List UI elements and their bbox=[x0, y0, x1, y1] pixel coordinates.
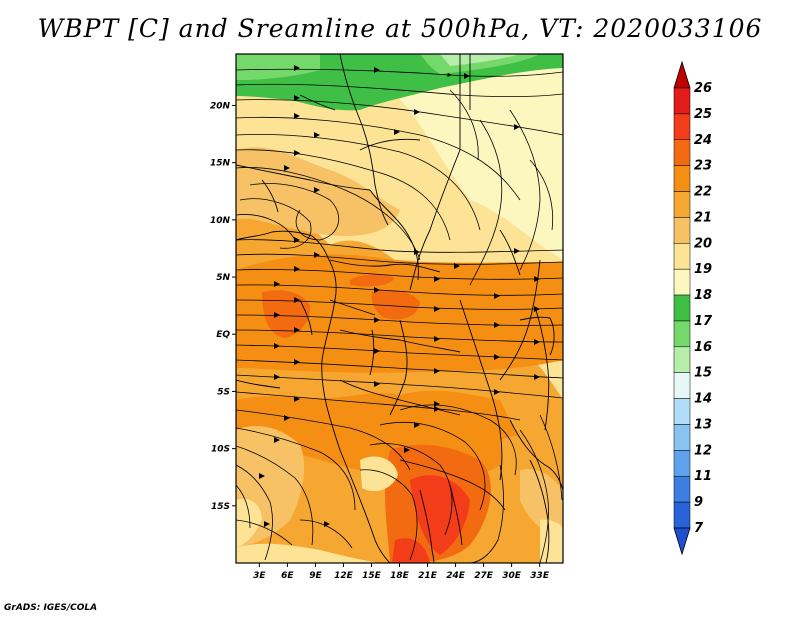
colorbar-swatch bbox=[673, 501, 691, 529]
colorbar-label: 20 bbox=[694, 236, 712, 251]
colorbar-label: 14 bbox=[694, 392, 712, 407]
x-tick-label: 30E bbox=[502, 571, 522, 581]
colorbar-label: 9 bbox=[694, 495, 703, 510]
colorbar-label: 15 bbox=[694, 366, 712, 381]
x-tick-label: 27E bbox=[474, 571, 494, 581]
colorbar-swatch bbox=[673, 113, 691, 141]
y-tick-label: 10S bbox=[211, 445, 230, 455]
colorbar-swatch bbox=[673, 191, 691, 218]
colorbar-label: 18 bbox=[694, 288, 712, 303]
colorbar-swatch bbox=[673, 346, 691, 373]
map-title: WBPT [C] and Sreamline at 500hPa, VT: 20… bbox=[37, 14, 763, 43]
y-tick-label: 10N bbox=[210, 216, 231, 226]
x-tick-label: 3E bbox=[253, 571, 266, 581]
colorbar-label: 12 bbox=[694, 443, 712, 458]
country-borders bbox=[236, 54, 563, 563]
colorbar-swatch bbox=[673, 87, 691, 115]
colorbar-swatch bbox=[673, 243, 691, 270]
x-tick-label: 21E bbox=[418, 571, 438, 581]
x-tick-label: 15E bbox=[362, 571, 382, 581]
y-tick-label: EQ bbox=[216, 330, 230, 340]
colorbar-swatch bbox=[673, 372, 691, 399]
colorbar-swatch bbox=[673, 450, 691, 477]
y-tick-label: 5N bbox=[216, 273, 230, 283]
colorbar-swatch bbox=[673, 320, 691, 348]
colorbar-swatch bbox=[673, 268, 691, 296]
x-tick-label: 33E bbox=[530, 571, 550, 581]
colorbar-label: 22 bbox=[694, 185, 712, 200]
colorbar-label: 25 bbox=[694, 107, 712, 122]
colorbar-swatch bbox=[673, 217, 691, 244]
x-tick-label: 6E bbox=[281, 571, 294, 581]
colorbar-swatch bbox=[673, 398, 691, 425]
colorbar-bottom-arrow bbox=[673, 527, 691, 556]
colorbar-swatch bbox=[673, 475, 691, 503]
x-tick-label: 18E bbox=[390, 571, 410, 581]
colorbar-label: 11 bbox=[694, 469, 712, 484]
y-tick-label: 15N bbox=[210, 159, 231, 169]
colorbar-label: 13 bbox=[694, 417, 712, 432]
colorbar-label: 21 bbox=[694, 210, 712, 225]
y-tick-label: 15S bbox=[211, 502, 230, 512]
y-tick-label: 5S bbox=[217, 387, 230, 397]
colorbar-label: 19 bbox=[694, 262, 712, 277]
wbpt-shading bbox=[236, 54, 563, 563]
colorbar: 26 25 24 23 22 21 20 19 18 17 16 15 14 13 12 11 9 7 bbox=[673, 60, 713, 556]
colorbar-label: 7 bbox=[694, 521, 704, 536]
colorbar-label: 23 bbox=[694, 159, 712, 174]
colorbar-swatch bbox=[673, 139, 691, 166]
colorbar-label: 24 bbox=[694, 133, 712, 148]
x-tick-label: 12E bbox=[334, 571, 354, 581]
grads-credit: GrADS: IGES/COLA bbox=[4, 603, 98, 613]
streamlines bbox=[236, 65, 563, 563]
colorbar-label: 17 bbox=[694, 314, 713, 329]
colorbar-swatch bbox=[673, 294, 691, 322]
colorbar-label: 16 bbox=[694, 340, 712, 355]
x-tick-label: 9E bbox=[309, 571, 322, 581]
y-axis: 20N 15N 10N 5N EQ 5S 10S 15S bbox=[210, 101, 236, 512]
x-axis: 3E 6E 9E 12E 15E 18E 21E 24E 27E 30E 33E bbox=[253, 563, 550, 581]
colorbar-swatch bbox=[673, 165, 691, 192]
colorbar-swatch bbox=[673, 424, 691, 451]
colorbar-top-arrow bbox=[673, 60, 691, 89]
x-tick-label: 24E bbox=[446, 571, 466, 581]
y-tick-label: 20N bbox=[210, 101, 231, 111]
colorbar-label: 26 bbox=[694, 81, 712, 96]
